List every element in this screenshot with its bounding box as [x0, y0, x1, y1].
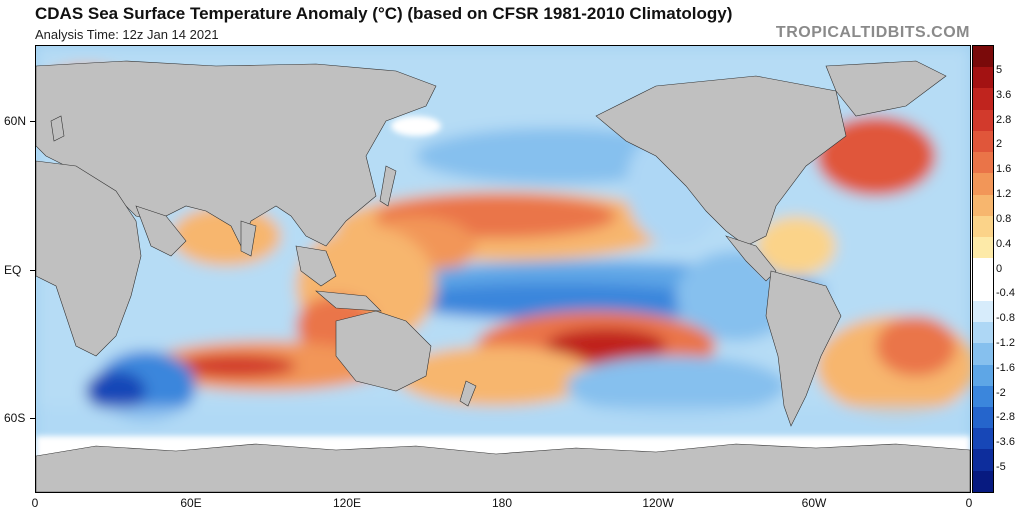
colorbar-label: 2.8 — [996, 113, 1012, 126]
colorbar-cell — [973, 385, 993, 407]
colorbar-cell — [973, 322, 993, 344]
lat-tick — [30, 418, 35, 419]
colorbar-label: 3.6 — [996, 88, 1012, 101]
colorbar-cell — [973, 428, 993, 450]
lon-label-0-east: 0 — [965, 496, 973, 510]
land-masses — [36, 60, 970, 492]
colorbar-cell — [973, 130, 993, 153]
lon-label-180: 180 — [491, 496, 513, 510]
sst-anomaly-map — [35, 45, 971, 493]
colorbar-cell — [973, 449, 993, 471]
colorbar-label: 0.4 — [996, 237, 1012, 250]
colorbar-cell — [973, 258, 993, 280]
colorbar-cell — [973, 152, 993, 174]
colorbar-cell — [973, 470, 993, 492]
colorbar-label: -0.8 — [996, 312, 1015, 325]
colorbar-label: -1.6 — [996, 361, 1015, 374]
brand-watermark: TROPICALTIDBITS.COM — [775, 24, 970, 41]
colorbar-cell — [973, 406, 993, 429]
lat-label-60n: 60N — [4, 114, 27, 128]
colorbar-cell — [973, 237, 993, 259]
colorbar-cell — [973, 215, 993, 238]
colorbar-label: 1.2 — [996, 188, 1012, 201]
lat-tick — [30, 121, 35, 122]
colorbar-cell — [973, 194, 993, 216]
colorbar-cell — [973, 88, 993, 110]
colorbar-label: -2.8 — [996, 411, 1015, 424]
colorbar-label: -3.6 — [996, 436, 1015, 449]
colorbar-cell — [973, 67, 993, 89]
colorbar-cell — [973, 300, 993, 323]
colorbar-label: -0.4 — [996, 287, 1015, 300]
lon-label-120w: 120W — [642, 496, 674, 510]
lon-label-120e: 120E — [332, 496, 362, 510]
colorbar-label: 0 — [996, 262, 1003, 275]
colorbar-label: 1.6 — [996, 163, 1012, 176]
colorbar-cell — [973, 364, 993, 386]
colorbar-label: -2 — [996, 386, 1006, 399]
colorbar-cell — [973, 46, 993, 68]
colorbar-label: 5 — [996, 64, 1003, 76]
analysis-time: Analysis Time: 12z Jan 14 2021 — [35, 27, 219, 42]
colorbar-cell — [973, 109, 993, 131]
lon-label-0: 0 — [31, 496, 39, 510]
lon-label-60e: 60E — [180, 496, 202, 510]
lat-label-eq: EQ — [4, 263, 22, 277]
colorbar-cell — [973, 279, 993, 301]
map-canvas — [36, 46, 970, 492]
map-title: CDAS Sea Surface Temperature Anomaly (°C… — [35, 4, 733, 23]
colorbar-label: -5 — [996, 461, 1006, 473]
lat-label-60s: 60S — [4, 411, 26, 425]
colorbar-label: 0.8 — [996, 212, 1012, 225]
colorbar-label: -1.2 — [996, 336, 1015, 349]
colorbar-label: 2 — [996, 138, 1003, 151]
lon-label-60w: 60W — [801, 496, 827, 510]
lat-tick — [30, 270, 35, 271]
colorbar-cell — [973, 173, 993, 195]
colorbar — [972, 45, 994, 493]
colorbar-cell — [973, 343, 993, 365]
